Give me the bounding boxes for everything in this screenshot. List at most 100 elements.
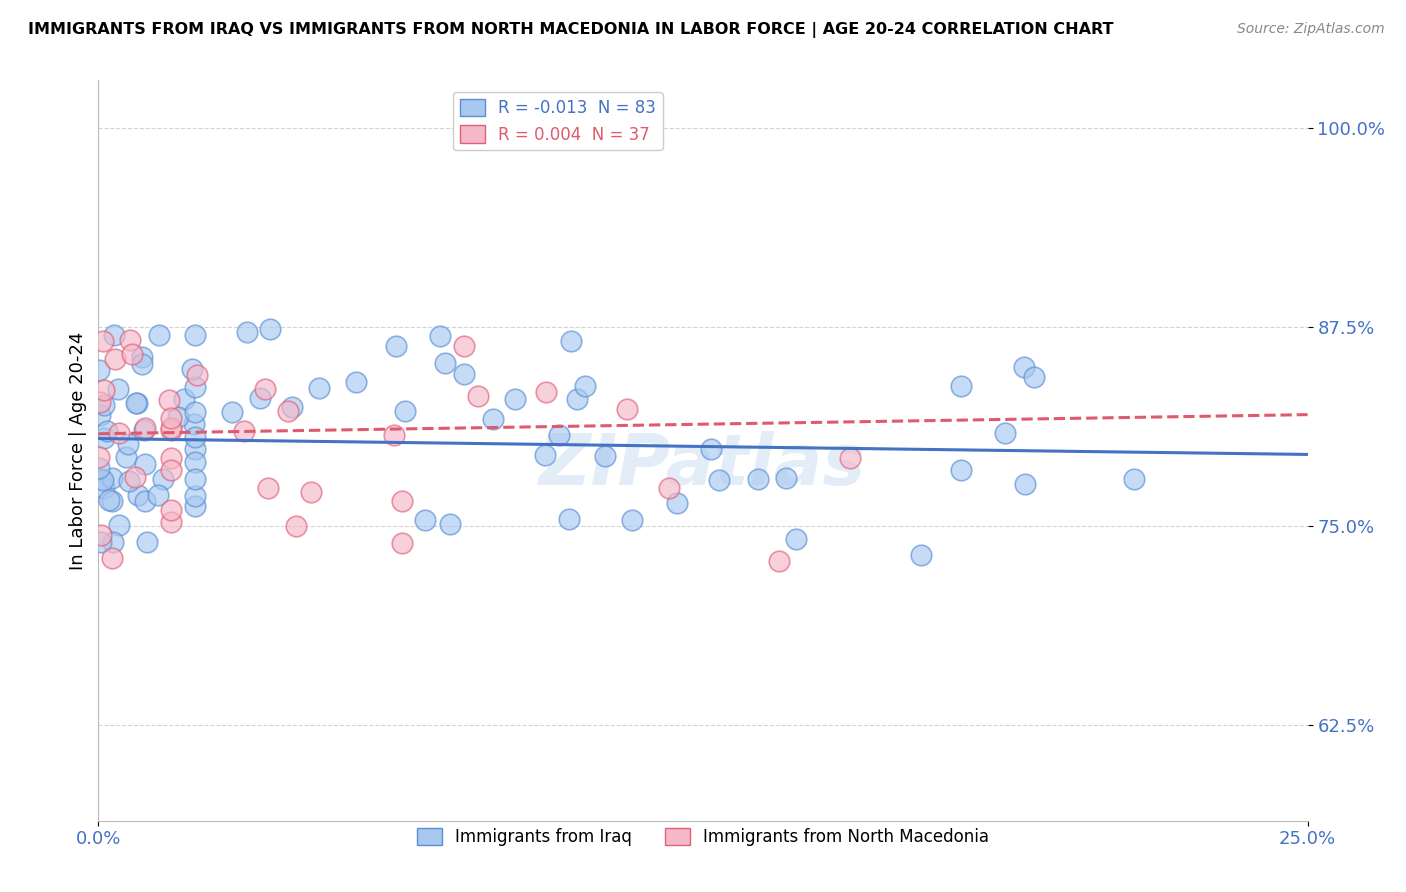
- Point: [181, 361, 204, 376]
- Point: [93, 398, 115, 412]
- Point: [134, 421, 156, 435]
- Point: [131, 351, 153, 365]
- Point: [104, 352, 127, 367]
- Point: [232, 424, 254, 438]
- Point: [115, 450, 138, 464]
- Point: [839, 450, 862, 465]
- Point: [152, 472, 174, 486]
- Point: [285, 519, 308, 533]
- Point: [413, 513, 436, 527]
- Point: [481, 411, 503, 425]
- Point: [148, 328, 170, 343]
- Y-axis label: In Labor Force | Age 20-24: In Labor Force | Age 20-24: [69, 331, 87, 570]
- Point: [1012, 359, 1035, 374]
- Point: [121, 347, 143, 361]
- Point: [96, 424, 118, 438]
- Point: [536, 385, 558, 400]
- Point: [124, 470, 146, 484]
- Point: [120, 334, 142, 348]
- Point: [433, 356, 456, 370]
- Point: [394, 404, 416, 418]
- Point: [277, 404, 299, 418]
- Point: [103, 328, 125, 343]
- Point: [107, 382, 129, 396]
- Point: [1122, 472, 1144, 486]
- Point: [503, 392, 526, 406]
- Point: [453, 339, 475, 353]
- Point: [620, 513, 643, 527]
- Point: [93, 431, 115, 445]
- Text: ZIPatlas: ZIPatlas: [540, 431, 866, 500]
- Point: [101, 535, 124, 549]
- Point: [160, 411, 183, 425]
- Point: [1022, 370, 1045, 384]
- Point: [700, 442, 723, 456]
- Point: [101, 471, 124, 485]
- Point: [439, 517, 461, 532]
- Point: [91, 334, 114, 348]
- Point: [558, 512, 581, 526]
- Point: [108, 425, 131, 440]
- Point: [184, 405, 207, 419]
- Text: Source: ZipAtlas.com: Source: ZipAtlas.com: [1237, 22, 1385, 37]
- Point: [90, 527, 112, 541]
- Point: [657, 481, 679, 495]
- Point: [132, 423, 155, 437]
- Point: [235, 326, 257, 340]
- Point: [125, 396, 148, 410]
- Point: [87, 363, 110, 377]
- Point: [665, 496, 688, 510]
- Point: [184, 328, 207, 343]
- Point: [127, 488, 149, 502]
- Point: [308, 381, 330, 395]
- Point: [98, 493, 121, 508]
- Point: [134, 493, 156, 508]
- Point: [1014, 477, 1036, 491]
- Legend: Immigrants from Iraq, Immigrants from North Macedonia: Immigrants from Iraq, Immigrants from No…: [411, 822, 995, 853]
- Point: [467, 389, 489, 403]
- Point: [534, 448, 557, 462]
- Point: [160, 451, 183, 466]
- Point: [184, 500, 207, 514]
- Point: [146, 488, 169, 502]
- Point: [184, 489, 207, 503]
- Point: [184, 455, 207, 469]
- Point: [101, 550, 124, 565]
- Point: [101, 493, 124, 508]
- Point: [574, 379, 596, 393]
- Point: [160, 423, 183, 437]
- Point: [775, 471, 797, 485]
- Point: [259, 321, 281, 335]
- Point: [89, 394, 111, 409]
- Point: [429, 329, 451, 343]
- Point: [183, 417, 205, 432]
- Point: [118, 474, 141, 488]
- Point: [90, 535, 112, 549]
- Point: [785, 532, 807, 546]
- Point: [108, 517, 131, 532]
- Point: [184, 442, 207, 456]
- Point: [93, 383, 115, 397]
- Point: [160, 515, 183, 529]
- Point: [134, 458, 156, 472]
- Point: [768, 554, 790, 568]
- Point: [281, 400, 304, 414]
- Point: [994, 425, 1017, 440]
- Point: [547, 428, 569, 442]
- Point: [299, 484, 322, 499]
- Point: [93, 482, 115, 496]
- Point: [90, 472, 112, 486]
- Point: [560, 334, 582, 348]
- Point: [89, 408, 111, 422]
- Point: [127, 395, 149, 409]
- Point: [117, 436, 139, 450]
- Point: [135, 535, 157, 549]
- Point: [616, 402, 638, 417]
- Point: [747, 472, 769, 486]
- Point: [167, 410, 190, 425]
- Point: [453, 367, 475, 381]
- Point: [186, 368, 208, 382]
- Point: [910, 549, 932, 563]
- Point: [184, 430, 207, 444]
- Point: [87, 461, 110, 475]
